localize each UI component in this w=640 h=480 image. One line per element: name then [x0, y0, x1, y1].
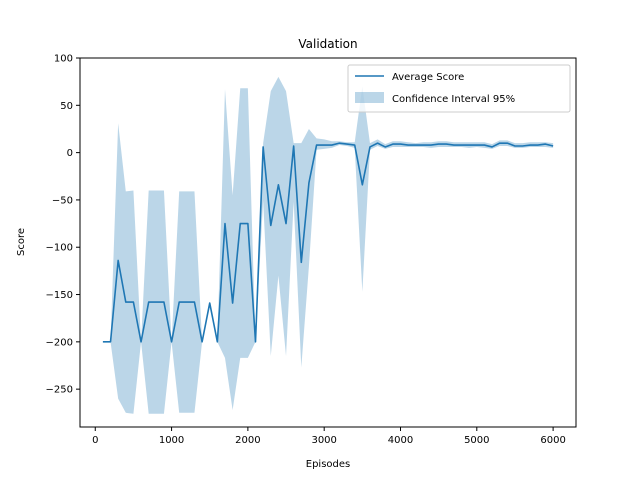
legend-frame	[347, 64, 571, 113]
average-score-line	[102, 142, 554, 343]
x-tick-label: 1000	[159, 435, 184, 446]
y-tick-label: −50	[52, 195, 73, 206]
y-tick-label: −250	[46, 385, 73, 396]
y-tick-label: 100	[54, 54, 73, 65]
y-tick-label: 50	[60, 101, 73, 112]
legend: Average Score Confidence Interval 95%	[347, 64, 571, 113]
y-tick-label: 0	[67, 148, 73, 159]
x-axis-label: Episodes	[306, 459, 350, 470]
axes-frame	[79, 57, 577, 428]
legend-band-swatch	[355, 92, 384, 103]
chart-title: Validation	[298, 37, 357, 51]
x-tick-label: 5000	[464, 435, 489, 446]
plot-area	[102, 76, 554, 414]
x-tick-label: 6000	[540, 435, 565, 446]
y-tick-label: −200	[46, 337, 73, 348]
legend-line-label: Average Score	[392, 72, 464, 83]
y-tick-label: −100	[46, 243, 73, 254]
x-tick-label: 2000	[235, 435, 260, 446]
x-tick-label: 3000	[311, 435, 336, 446]
y-axis-label: Score	[16, 228, 27, 256]
x-tick-label: 4000	[388, 435, 413, 446]
y-tick-label: −150	[46, 290, 73, 301]
axes: 0 1000 2000 3000 4000 5000 6000−250−200−150−10…	[46, 54, 577, 446]
x-tick-label: 0	[92, 435, 98, 446]
legend-band-label: Confidence Interval 95%	[392, 94, 515, 105]
